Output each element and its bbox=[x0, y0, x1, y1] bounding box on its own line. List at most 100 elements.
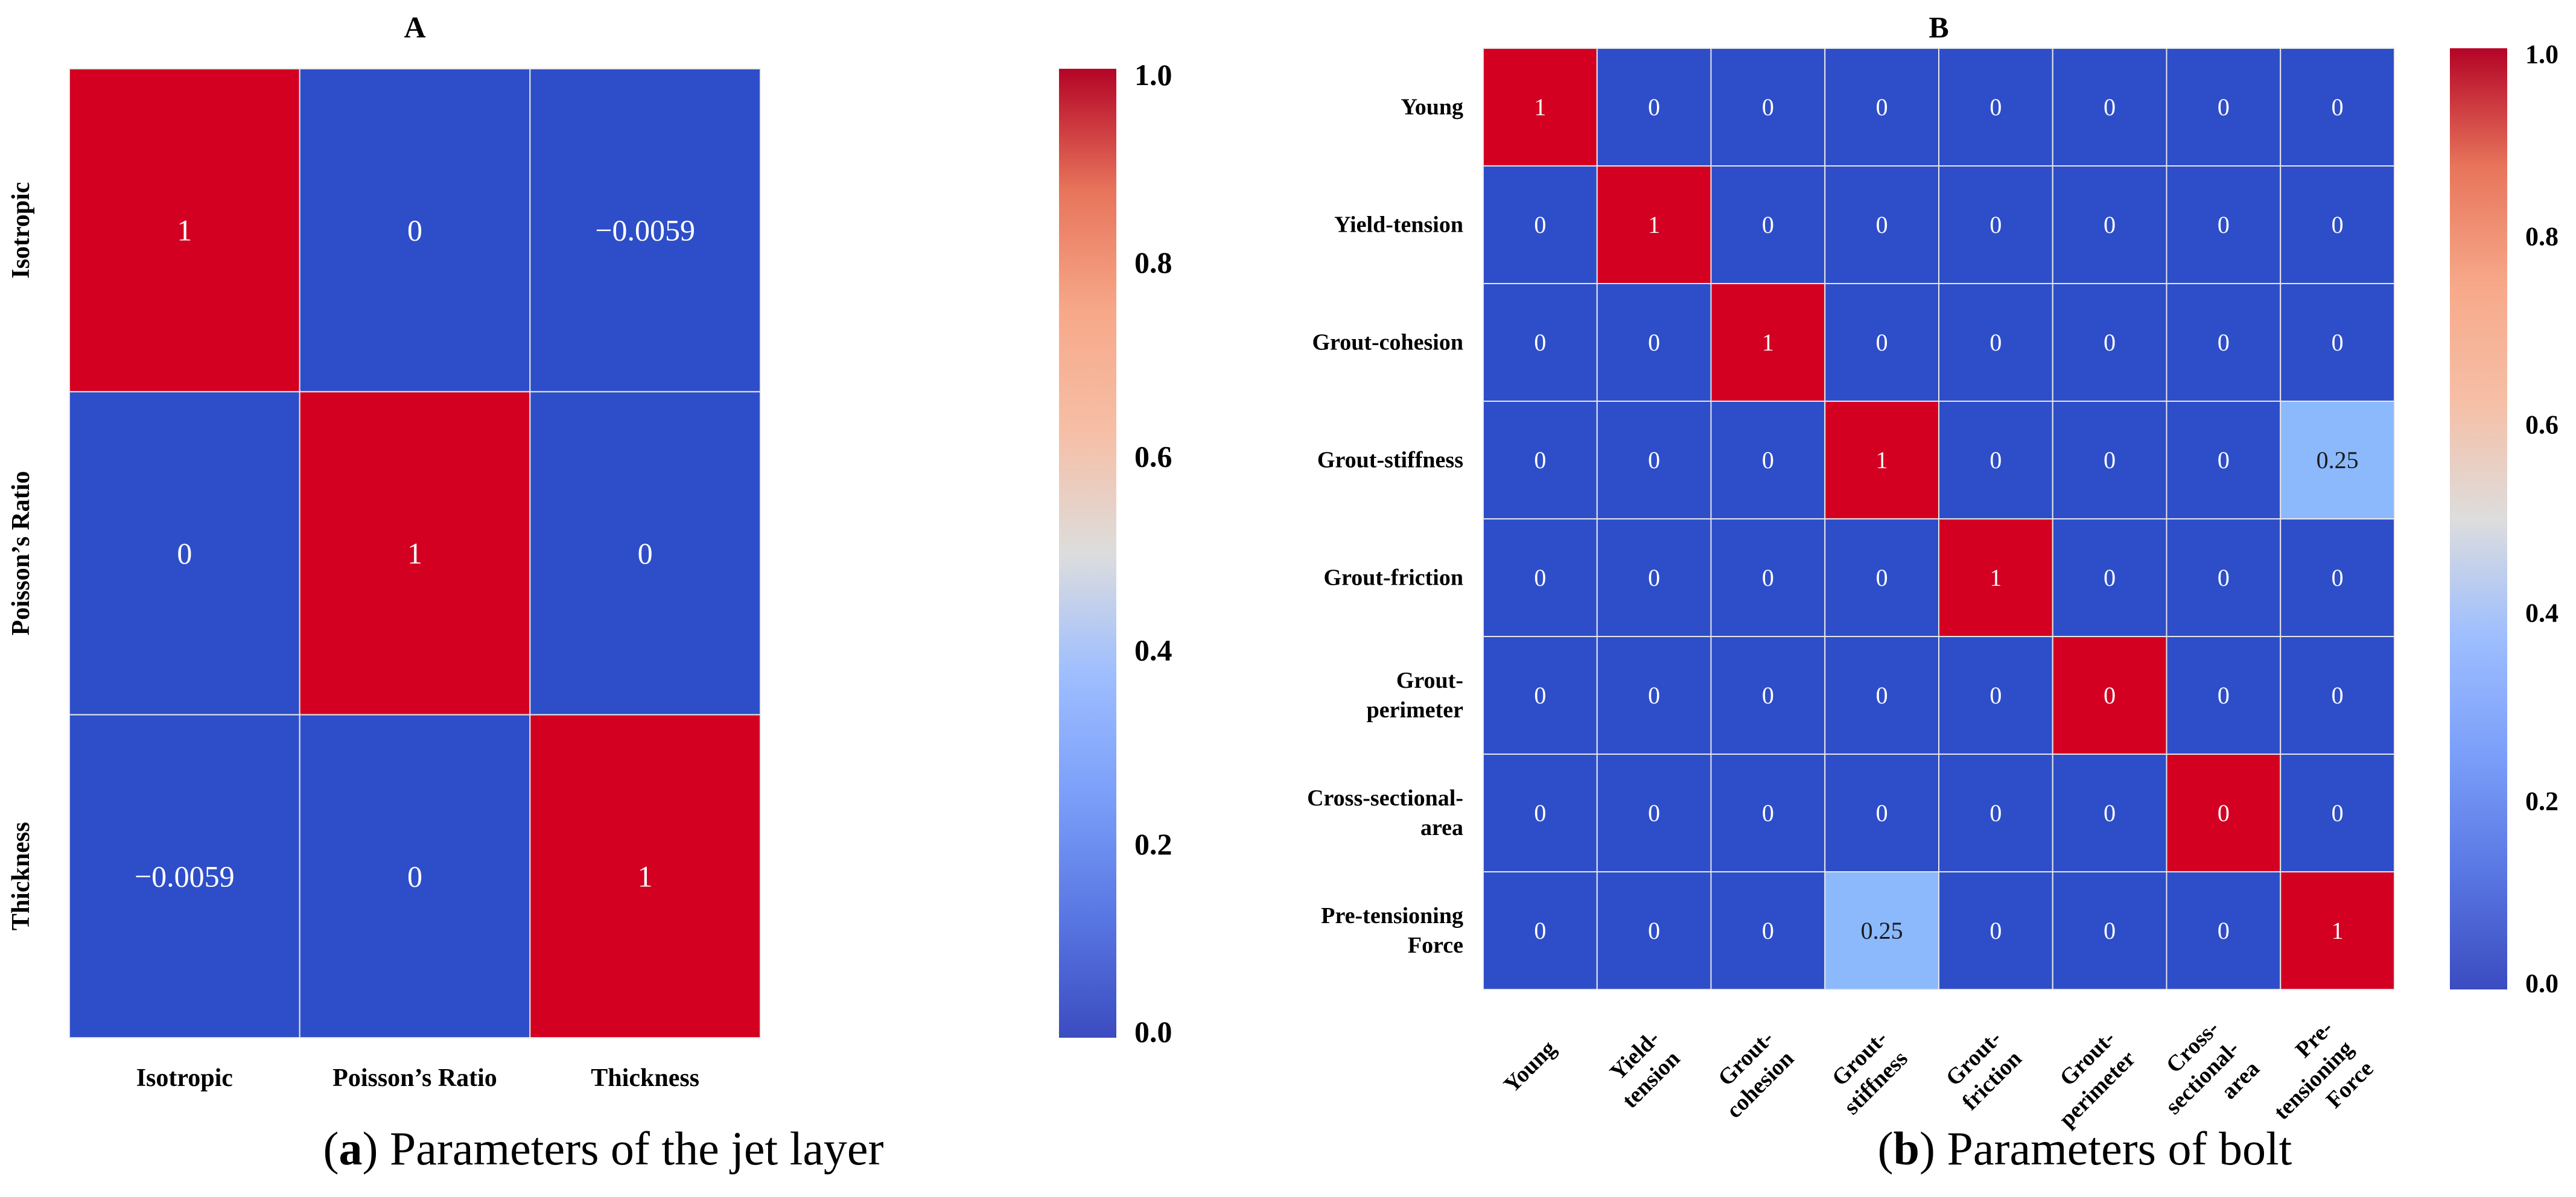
cell-value-label: 0 bbox=[177, 536, 192, 570]
column-tick-label: Young bbox=[1499, 1036, 1561, 1098]
cell-value-label: 0 bbox=[2218, 799, 2230, 827]
column-tick-label: Grout-stiffness bbox=[1819, 1026, 1913, 1120]
cell-value-label: 0 bbox=[638, 536, 653, 570]
heatmap-cell bbox=[1483, 871, 1598, 990]
cell-value-label: 0 bbox=[1762, 446, 1774, 474]
row-tick-label: Cross-sectional-area bbox=[1307, 786, 1463, 840]
cell-value-label: 0.25 bbox=[2317, 446, 2359, 474]
cell-value-label: 0 bbox=[2104, 564, 2116, 591]
heatmap-title: A bbox=[404, 10, 425, 44]
heatmap-cell bbox=[2280, 754, 2395, 872]
cell-value-label: 0 bbox=[2104, 94, 2116, 121]
cell-value-label: 0 bbox=[2104, 799, 2116, 827]
cell-value-label: −0.0059 bbox=[595, 214, 695, 247]
heatmap-cell bbox=[1710, 165, 1826, 284]
heatmap-cell bbox=[1824, 48, 1939, 167]
heatmap-cell bbox=[1596, 871, 1712, 990]
colorbar-tick-label: 0.4 bbox=[1134, 633, 1172, 667]
heatmap-cell bbox=[1824, 518, 1939, 637]
cell-value-label: 0 bbox=[2218, 446, 2230, 474]
heatmap-cell bbox=[1824, 754, 1939, 872]
cell-value-label: 1 bbox=[407, 536, 422, 570]
cell-value-label: 0 bbox=[1534, 917, 1546, 944]
cell-value-label: 1 bbox=[1534, 94, 1546, 121]
heatmap-cell bbox=[1596, 636, 1712, 755]
heatmap-cell bbox=[1710, 871, 1826, 990]
heatmap-cell bbox=[1938, 165, 2053, 284]
cell-value-label: 0 bbox=[1762, 917, 1774, 944]
cell-value-label: 0 bbox=[2332, 94, 2344, 121]
cell-value-label: 0 bbox=[1648, 446, 1660, 474]
heatmap-cell bbox=[69, 714, 301, 1038]
cell-value-label: 1 bbox=[2332, 917, 2344, 944]
colorbar-tick-label: 0.6 bbox=[1134, 439, 1172, 473]
cell-value-label: 0 bbox=[2104, 682, 2116, 709]
row-tick-label: Young bbox=[1401, 95, 1464, 120]
cell-value-label: 0 bbox=[1762, 682, 1774, 709]
heatmap-cell bbox=[1483, 165, 1598, 284]
row-tick-label: Isotropic bbox=[7, 182, 35, 279]
colorbar-tick-label: 1.0 bbox=[2525, 40, 2559, 69]
cell-value-label: 0 bbox=[2332, 799, 2344, 827]
column-tick-label: Poisson’s Ratio bbox=[332, 1064, 497, 1092]
colorbar-tick-label: 0.6 bbox=[2525, 410, 2559, 440]
heatmap-cell bbox=[69, 68, 301, 393]
colorbar-tick-label: 0.4 bbox=[2525, 598, 2559, 628]
heatmap-cell bbox=[1483, 636, 1598, 755]
figure-caption: (a) Parameters of the jet layer bbox=[323, 1122, 883, 1175]
heatmap-cell bbox=[1824, 165, 1939, 284]
heatmap-cell bbox=[1483, 518, 1598, 637]
cell-value-label: 0 bbox=[1762, 799, 1774, 827]
cell-value-label: 0 bbox=[1989, 211, 2002, 238]
cell-value-label: 0 bbox=[1989, 329, 2002, 356]
row-tick-label: Grout-cohesion bbox=[1312, 330, 1463, 355]
column-tick-label: Grout-cohesion bbox=[1701, 1026, 1799, 1123]
cell-value-label: 0 bbox=[1648, 682, 1660, 709]
colorbar bbox=[1059, 69, 1116, 1038]
cell-value-label: 0 bbox=[2332, 211, 2344, 238]
cell-value-label: 0 bbox=[2218, 564, 2230, 591]
heatmap-cell bbox=[1938, 401, 2053, 519]
cell-value-label: 0 bbox=[1876, 799, 1888, 827]
heatmap-cell bbox=[1710, 283, 1826, 402]
heatmap-cell bbox=[529, 68, 761, 393]
heatmap-cell bbox=[529, 714, 761, 1038]
heatmap-cell bbox=[2280, 636, 2395, 755]
cell-value-label: 0 bbox=[1648, 917, 1660, 944]
heatmap-cell bbox=[2280, 165, 2395, 284]
cell-value-label: 0 bbox=[1648, 329, 1660, 356]
heatmap-cell bbox=[1824, 871, 1939, 990]
cell-value-label: 1 bbox=[638, 859, 653, 893]
row-tick-label: Pre-tensioning Force bbox=[1321, 903, 1463, 958]
heatmap-cell bbox=[529, 391, 761, 716]
colorbar-tick-label: 0.0 bbox=[1134, 1015, 1172, 1049]
heatmap-cell bbox=[2280, 283, 2395, 402]
cell-value-label: 0 bbox=[1876, 211, 1888, 238]
cell-value-label: 0 bbox=[1989, 799, 2002, 827]
cell-value-label: 1 bbox=[1648, 211, 1660, 238]
cell-value-label: 0 bbox=[2104, 917, 2116, 944]
heatmap-panel-b: B 1 0 0 0 0 0 0 0 0 1 0 0 0 0 0 0 0 0 1 0 0 0 0 0 0 0 0 1 0 0 0 0.25 0 0 0 0… bbox=[1307, 10, 2559, 1175]
heatmap-cell bbox=[1596, 518, 1712, 637]
heatmap-cell bbox=[2280, 871, 2395, 990]
colorbar-tick-label: 0.2 bbox=[1134, 827, 1172, 861]
heatmap-cell bbox=[2052, 871, 2167, 990]
colorbar bbox=[2450, 48, 2507, 989]
cell-value-label: 0 bbox=[1534, 446, 1546, 474]
heatmap-cell bbox=[2280, 48, 2395, 167]
heatmap-cell bbox=[299, 714, 531, 1038]
cell-value-label: 0 bbox=[1534, 564, 1546, 591]
cell-value-label: 0 bbox=[1534, 329, 1546, 356]
heatmap-cell bbox=[1710, 48, 1826, 167]
heatmap-cell bbox=[2166, 518, 2282, 637]
colorbar-tick-label: 0.8 bbox=[2525, 222, 2559, 252]
cell-value-label: 0 bbox=[1989, 917, 2002, 944]
heatmap-cell bbox=[2052, 283, 2167, 402]
cell-value-label: 0 bbox=[1648, 799, 1660, 827]
colorbar-tick-label: 0.0 bbox=[2525, 969, 2559, 999]
cell-value-label: 0 bbox=[1989, 94, 2002, 121]
cell-value-label: 0 bbox=[1648, 94, 1660, 121]
heatmap-cell bbox=[299, 391, 531, 716]
cell-value-label: 0 bbox=[2218, 211, 2230, 238]
column-tick-label: Grout-perimeter bbox=[2034, 1026, 2141, 1132]
